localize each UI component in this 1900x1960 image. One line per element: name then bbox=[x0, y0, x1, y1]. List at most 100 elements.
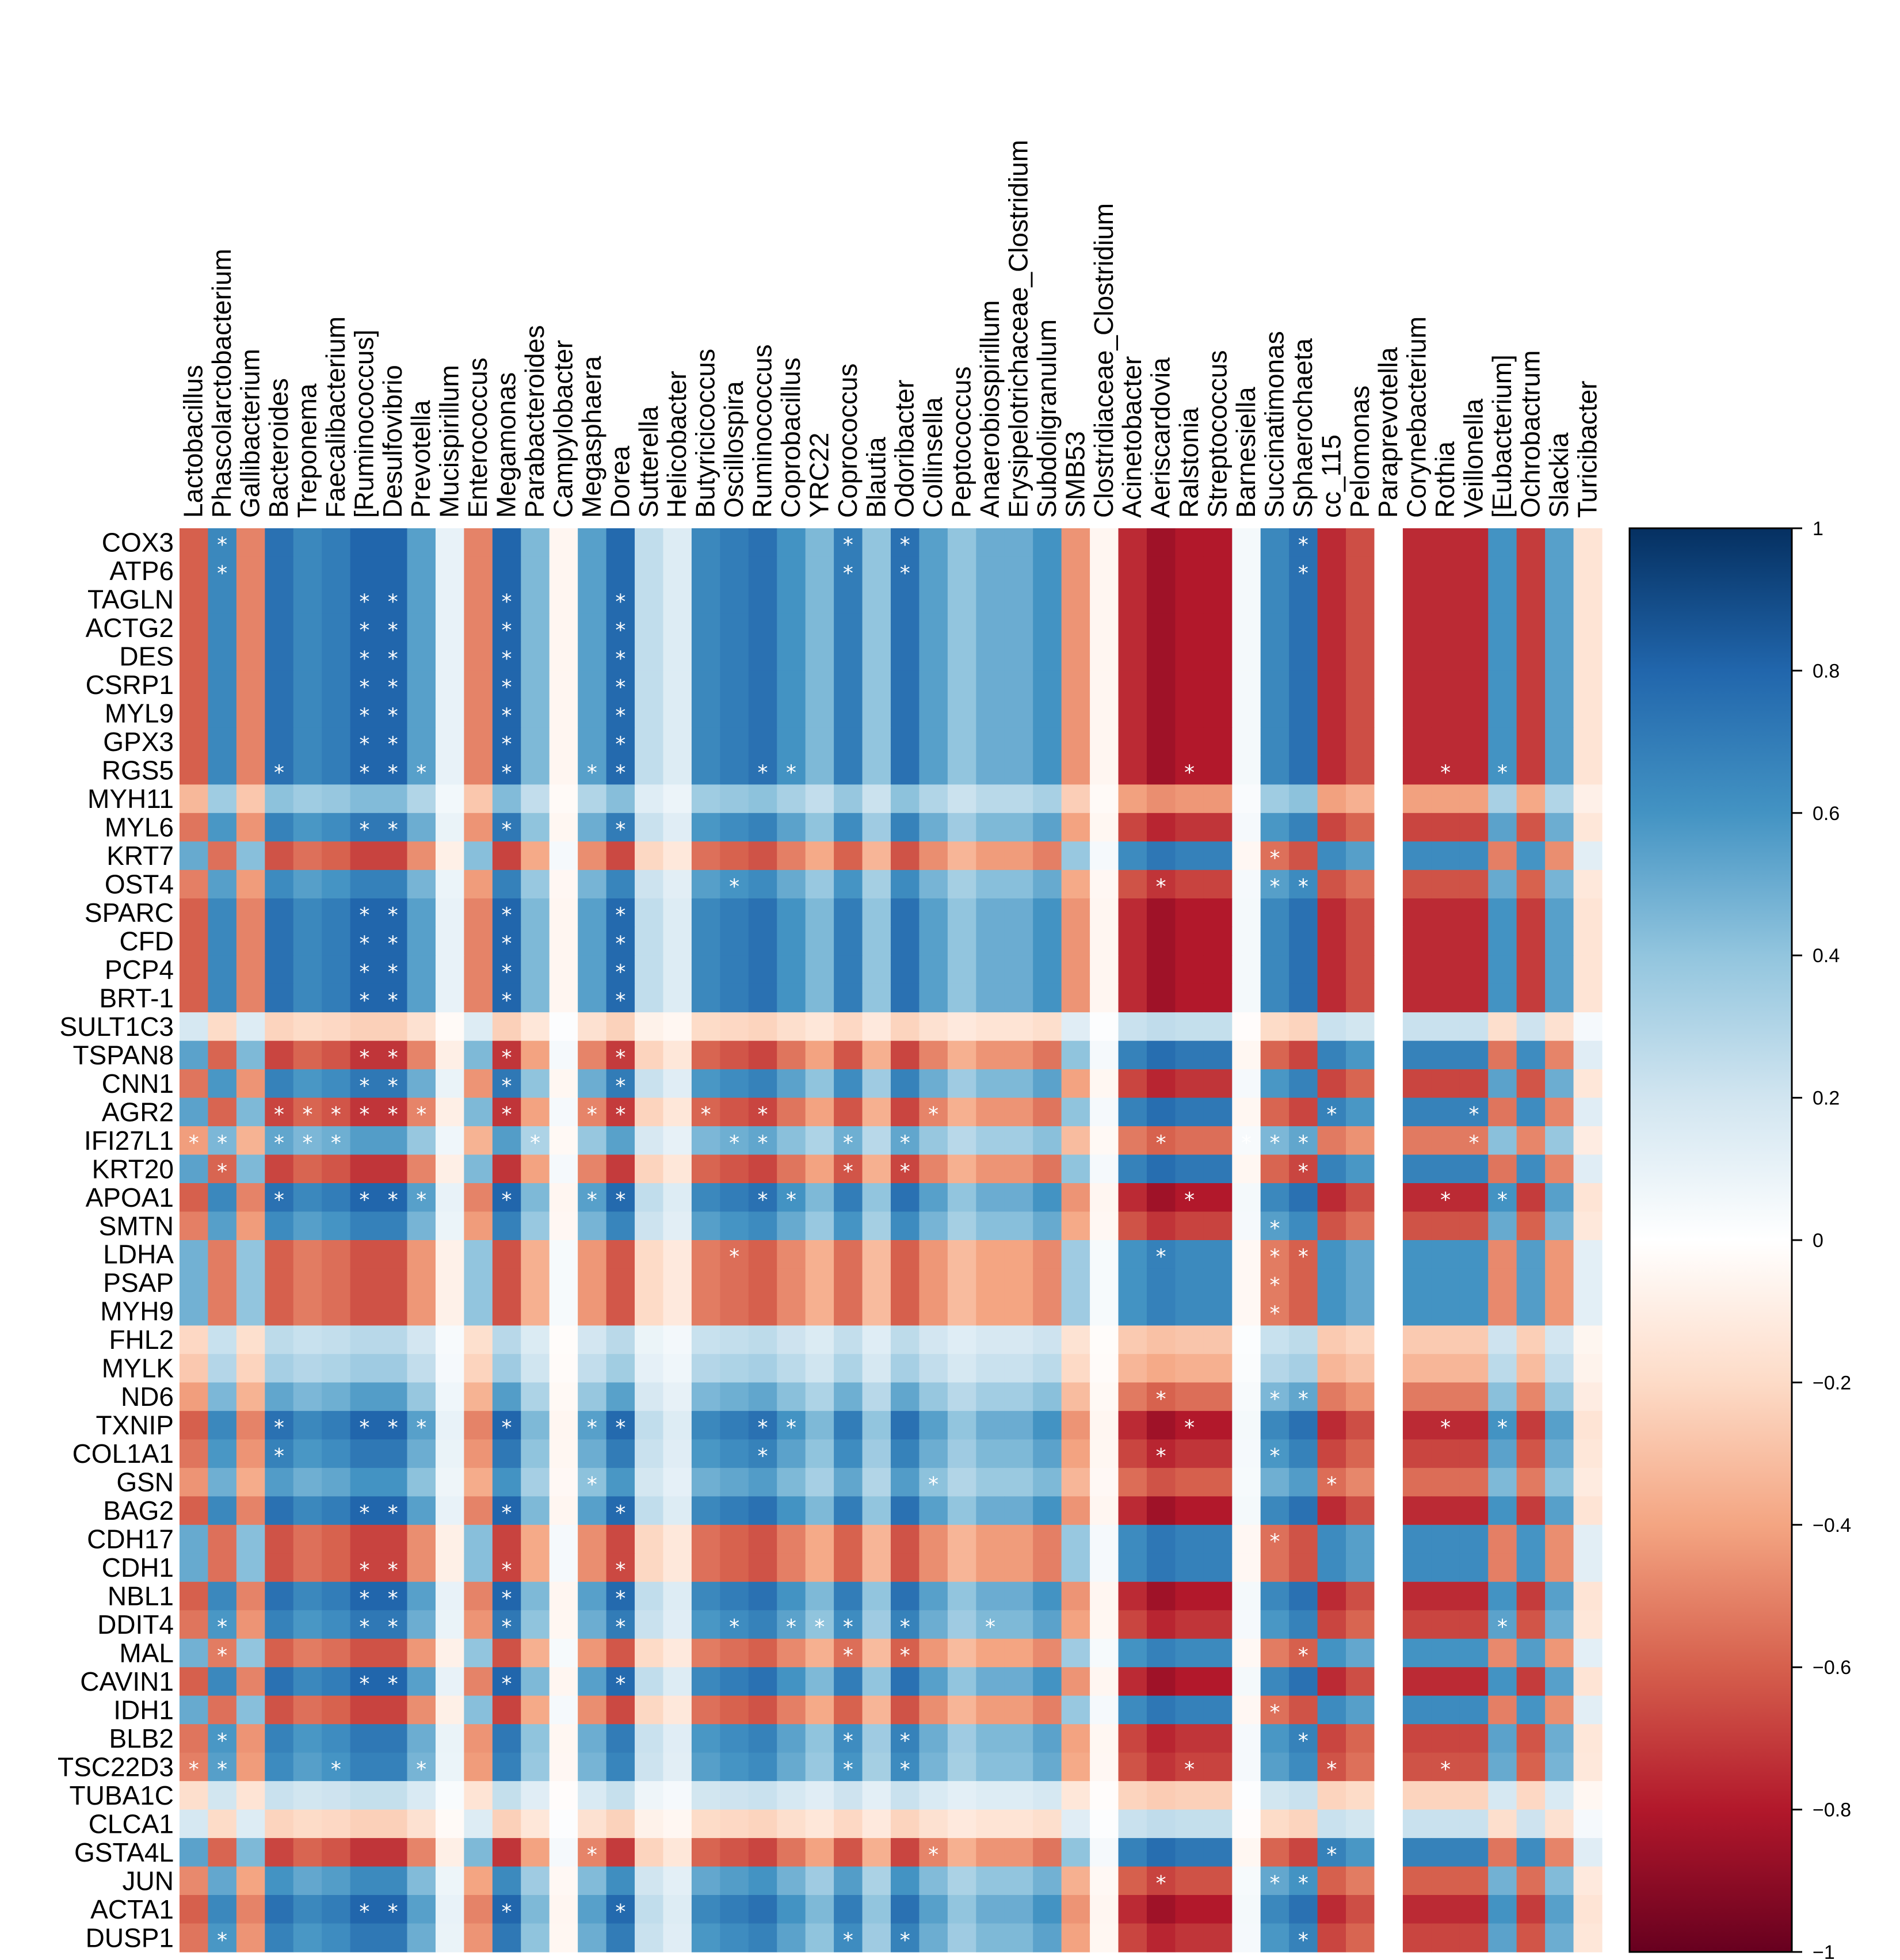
heatmap-cell bbox=[862, 670, 891, 700]
significance-star: * bbox=[587, 1416, 597, 1440]
heatmap-cell bbox=[1118, 1012, 1147, 1042]
heatmap-cell bbox=[1004, 1012, 1033, 1042]
heatmap-cell bbox=[180, 1695, 209, 1725]
heatmap-cell bbox=[464, 585, 493, 615]
heatmap-cell bbox=[635, 898, 664, 928]
heatmap-cell bbox=[663, 642, 692, 671]
heatmap-cell bbox=[1516, 1638, 1546, 1668]
heatmap-cell bbox=[1175, 1012, 1204, 1042]
significance-star: * bbox=[1298, 562, 1308, 585]
heatmap-cell bbox=[379, 983, 408, 1013]
heatmap-cell bbox=[1317, 1439, 1346, 1469]
heatmap-cell bbox=[1033, 1923, 1062, 1953]
heatmap-cell bbox=[1402, 727, 1432, 757]
heatmap-cell bbox=[379, 1667, 408, 1696]
heatmap-cell bbox=[492, 670, 521, 700]
significance-star: * bbox=[900, 1643, 910, 1667]
heatmap-cell bbox=[1459, 1610, 1489, 1639]
heatmap-cell bbox=[1033, 983, 1062, 1013]
heatmap-cell bbox=[1090, 556, 1119, 586]
significance-star: * bbox=[388, 590, 398, 614]
heatmap-cell bbox=[976, 1610, 1005, 1639]
heatmap-cell bbox=[407, 1297, 436, 1326]
heatmap-cell bbox=[293, 813, 322, 842]
heatmap-cell bbox=[862, 1724, 891, 1753]
heatmap-cell bbox=[1374, 1581, 1403, 1611]
heatmap-cell bbox=[1402, 813, 1432, 842]
heatmap-cell bbox=[1374, 613, 1403, 643]
heatmap-cell bbox=[1488, 1667, 1517, 1696]
heatmap-cell bbox=[492, 1353, 521, 1383]
significance-star: * bbox=[900, 1729, 910, 1753]
heatmap-cell bbox=[1516, 1610, 1546, 1639]
heatmap-cell bbox=[691, 1069, 720, 1099]
heatmap-cell bbox=[805, 1382, 834, 1412]
heatmap-cell bbox=[1004, 1410, 1033, 1440]
significance-star: * bbox=[1440, 761, 1451, 785]
heatmap-cell bbox=[805, 1297, 834, 1326]
heatmap-cell bbox=[350, 1012, 379, 1042]
heatmap-cell bbox=[1175, 1382, 1204, 1412]
heatmap-cell bbox=[1431, 1126, 1460, 1156]
row-label: CDH1 bbox=[102, 1553, 174, 1583]
heatmap-cell bbox=[1090, 528, 1119, 558]
heatmap-cell bbox=[464, 1638, 493, 1668]
heatmap-cell bbox=[919, 1752, 948, 1782]
heatmap-cell bbox=[379, 870, 408, 899]
significance-star: * bbox=[388, 761, 398, 785]
heatmap-cell bbox=[464, 983, 493, 1013]
heatmap-cell bbox=[208, 1838, 237, 1867]
heatmap-cell bbox=[1516, 1695, 1546, 1725]
heatmap-cell bbox=[1033, 841, 1062, 871]
heatmap-cell bbox=[748, 813, 777, 842]
heatmap-cell bbox=[1118, 1638, 1147, 1668]
heatmap-cell bbox=[1090, 898, 1119, 928]
heatmap-cell bbox=[1402, 1467, 1432, 1497]
heatmap-cell bbox=[1175, 1439, 1204, 1469]
heatmap-cell bbox=[1232, 926, 1261, 956]
heatmap-cell bbox=[350, 1097, 379, 1127]
heatmap-cell bbox=[1289, 1923, 1318, 1953]
heatmap-cell bbox=[435, 1069, 464, 1099]
heatmap-cell bbox=[947, 585, 976, 615]
heatmap-cell bbox=[805, 1325, 834, 1355]
heatmap-cell bbox=[635, 1838, 664, 1867]
heatmap-cell bbox=[1146, 699, 1176, 728]
heatmap-cell bbox=[1431, 1240, 1460, 1269]
heatmap-cell bbox=[464, 1524, 493, 1554]
heatmap-cell bbox=[635, 1667, 664, 1696]
heatmap-cell bbox=[236, 585, 265, 615]
heatmap-cell bbox=[1203, 756, 1233, 785]
heatmap-cell bbox=[1232, 1154, 1261, 1184]
heatmap-cell bbox=[1033, 1467, 1062, 1497]
heatmap-cell bbox=[208, 727, 237, 757]
heatmap-cell bbox=[407, 870, 436, 899]
heatmap-cell bbox=[1545, 556, 1574, 586]
color-legend-tick-label: −0.4 bbox=[1813, 1515, 1851, 1536]
heatmap-cell bbox=[1431, 870, 1460, 899]
heatmap-cell bbox=[322, 898, 351, 928]
heatmap-cell bbox=[1004, 528, 1033, 558]
heatmap-cell bbox=[748, 1012, 777, 1042]
heatmap-cell bbox=[748, 1667, 777, 1696]
heatmap-cell bbox=[947, 1638, 976, 1668]
heatmap-cell bbox=[1488, 1695, 1517, 1725]
heatmap-cell bbox=[1402, 1297, 1432, 1326]
heatmap-cell bbox=[720, 1325, 749, 1355]
heatmap-cell bbox=[805, 1097, 834, 1127]
heatmap-cell bbox=[720, 670, 749, 700]
heatmap-cell bbox=[1516, 870, 1546, 899]
heatmap-cell bbox=[578, 1297, 607, 1326]
heatmap-cell bbox=[748, 841, 777, 871]
heatmap-cell bbox=[350, 898, 379, 928]
heatmap-cell bbox=[1004, 642, 1033, 671]
heatmap-cell bbox=[1033, 1838, 1062, 1867]
heatmap-cell bbox=[435, 1724, 464, 1753]
heatmap-cell bbox=[350, 1240, 379, 1269]
heatmap-cell bbox=[1061, 1154, 1090, 1184]
heatmap-cell bbox=[208, 1069, 237, 1099]
heatmap-cell bbox=[720, 585, 749, 615]
heatmap-cell bbox=[976, 699, 1005, 728]
heatmap-cell bbox=[379, 1752, 408, 1782]
heatmap-cell bbox=[322, 1695, 351, 1725]
